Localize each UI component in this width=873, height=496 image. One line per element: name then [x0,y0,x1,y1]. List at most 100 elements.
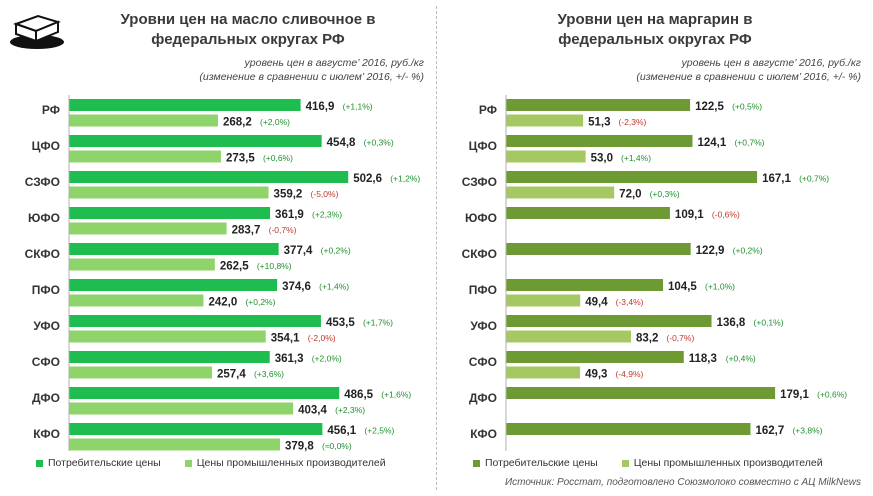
change-label: (+0,6%) [263,153,293,163]
bar-consumer [69,279,278,291]
change-label: (+0,5%) [732,102,762,112]
change-label: (-0,6%) [712,210,740,220]
legend-swatch-producer [184,459,192,467]
legend-item-consumer: Потребительские цены [473,457,598,469]
bar-consumer [506,135,693,147]
category-label: СЗФО [25,175,60,189]
change-label: (+1,1%) [343,102,373,112]
panel-divider [436,6,437,490]
category-label: ПФО [469,283,497,297]
change-label: (+1,2%) [390,174,420,184]
data-label: 162,7 [755,425,784,437]
data-label: 283,7 [232,225,261,237]
data-label: 359,2 [274,189,303,201]
legend-swatch-consumer [36,459,43,467]
margarine-bar-chart: РФ 122,5 (+0,5%) 51,3 (-2,3%) ЦФО 124,1 (+0,7%)… [462,95,847,451]
bar-consumer [506,99,691,111]
subtitle-line: уровень цен в августе’ 2016, руб./кг [244,57,424,69]
category-label: СЗФО [462,175,497,189]
margarine-panel: Уровни цен на маргарин в федеральных окр… [437,0,873,496]
change-label: (+1,4%) [319,282,349,292]
data-label: 502,6 [353,173,382,185]
legend-swatch-consumer [473,459,480,467]
change-label: (-2,3%) [618,117,646,127]
legend-swatch-producer [621,459,629,467]
category-label: СКФО [462,247,497,261]
bar-consumer [506,207,670,219]
change-label: (+10,8%) [257,261,292,271]
change-label: (+0,7%) [799,174,829,184]
chart-legend: Потребительские цены Цены промышленных п… [36,457,386,469]
title-line: федеральных округах РФ [151,31,345,48]
change-label: (+0,4%) [726,354,756,364]
change-label: (+3,6%) [254,369,284,379]
data-label: 109,1 [675,209,704,221]
data-label: 51,3 [588,117,610,129]
change-label: (≈0,0%) [322,441,352,451]
category-label: ДФО [32,391,60,405]
data-label: 454,8 [327,137,356,149]
data-label: 453,5 [326,317,355,329]
chart-subtitle: уровень цен в августе’ 2016, руб./кг (из… [636,56,861,84]
data-label: 361,3 [275,353,304,365]
change-label: (+2,3%) [335,405,365,415]
bar-producer [69,294,204,307]
data-label: 242,0 [208,297,237,309]
title-line: Уровни цен на масло сливочное в [120,11,376,28]
category-label: РФ [42,103,60,117]
data-label: 268,2 [223,117,252,129]
bar-consumer [506,423,751,435]
category-label: ЦФО [469,139,497,153]
subtitle-line: (изменение в сравнении с июлем’ 2016, +/… [199,71,424,83]
category-label: КФО [33,427,60,441]
data-label: 377,4 [284,245,313,257]
change-label: (-2,0%) [308,333,336,343]
butter-bar-chart: РФ 416,9 (+1,1%) 268,2 (+2,0%) ЦФО 454,8 (+0,3%… [25,95,420,453]
chart-subtitle: уровень цен в августе’ 2016, руб./кг (из… [199,56,424,84]
legend-label: Цены промышленных производителей [633,457,823,469]
data-label: 354,1 [271,333,300,345]
data-label: 167,1 [762,173,791,185]
title-line: Уровни цен на маргарин в [557,11,753,28]
data-label: 122,9 [696,245,725,257]
change-label: (+1,4%) [621,153,651,163]
bar-consumer [69,207,271,219]
chart-title: Уровни цен на маргарин в федеральных окр… [437,10,873,50]
data-label: 361,9 [275,209,304,221]
bar-consumer [69,387,340,399]
bar-producer [69,186,269,199]
data-label: 456,1 [327,425,356,437]
change-label: (+1,7%) [363,318,393,328]
data-label: 72,0 [619,189,641,201]
data-label: 118,3 [689,353,717,365]
legend-item-producer: Цены промышленных производителей [621,457,823,469]
change-label: (+0,2%) [733,246,763,256]
data-label: 104,5 [668,281,697,293]
change-label: (+0,6%) [817,390,847,400]
change-label: (+0,1%) [754,318,784,328]
category-label: УФО [33,319,60,333]
category-label: ЮФО [465,211,497,225]
bar-producer [506,366,581,379]
chart-title: Уровни цен на масло сливочное в федераль… [0,10,436,50]
legend-item-consumer: Потребительские цены [36,457,161,469]
category-label: ЮФО [28,211,60,225]
bar-producer [506,150,586,163]
category-label: РФ [479,103,497,117]
bar-producer [506,330,632,343]
data-label: 379,8 [285,441,314,453]
category-label: СФО [469,355,497,369]
change-label: (-5,0%) [311,189,339,199]
data-label: 262,5 [220,261,249,273]
change-label: (+0,2%) [321,246,351,256]
data-label: 83,2 [636,333,658,345]
bar-consumer [69,243,279,255]
data-label: 416,9 [306,101,335,113]
bar-producer [69,402,294,415]
bar-consumer [506,279,664,291]
data-label: 136,8 [717,317,746,329]
data-label: 124,1 [697,137,726,149]
bar-consumer [69,99,301,111]
data-label: 273,5 [226,153,255,165]
change-label: (+2,0%) [260,117,290,127]
